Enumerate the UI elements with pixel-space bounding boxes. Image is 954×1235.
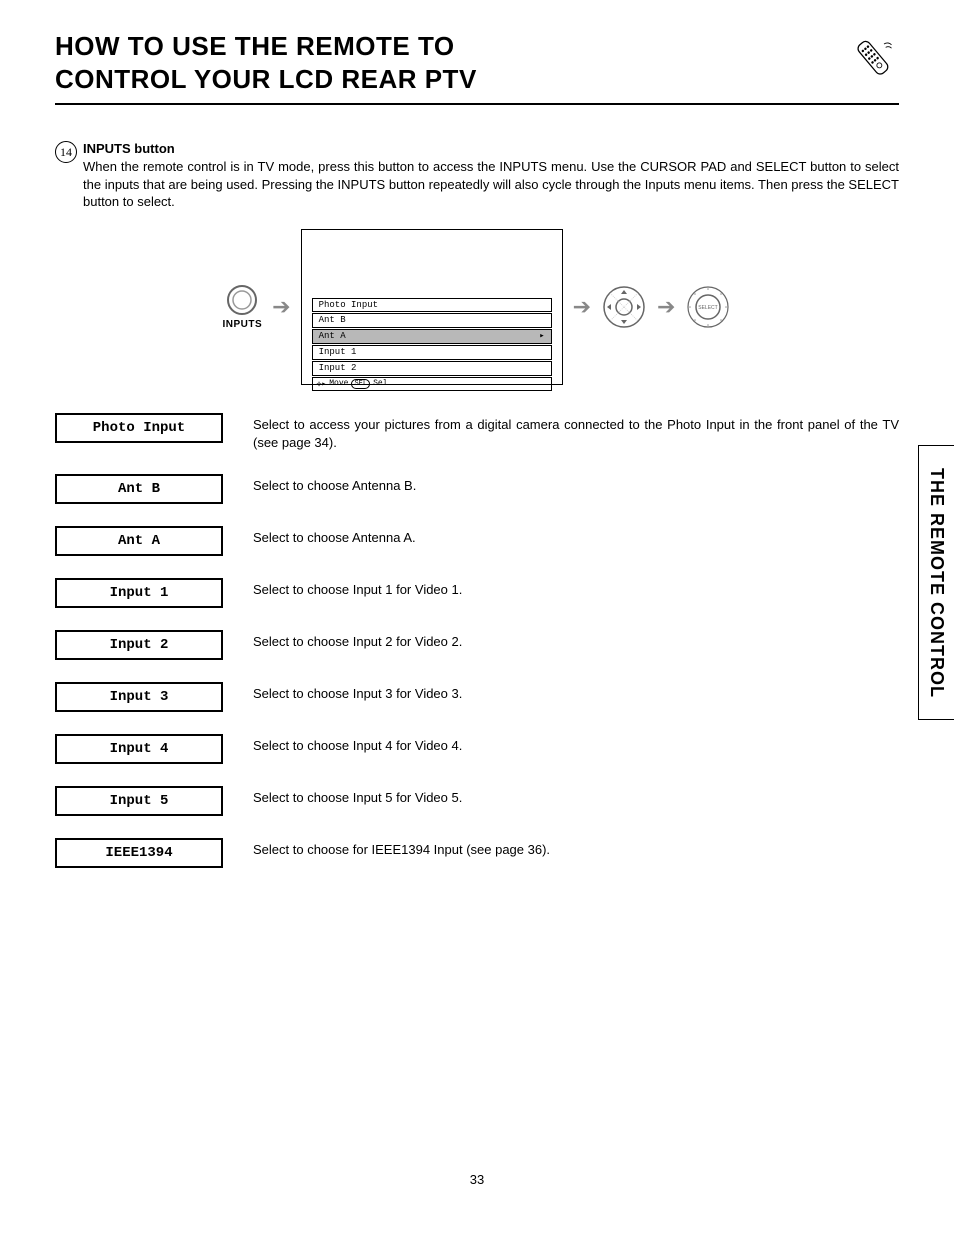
arrows-icon: ✢▸ — [317, 379, 327, 389]
menu-item-caret: ▸ — [539, 331, 544, 342]
input-option-desc: Select to access your pictures from a di… — [253, 413, 899, 452]
inputs-button-graphic: INPUTS — [223, 283, 263, 330]
arrow-icon: ➔ — [657, 294, 675, 320]
input-option-desc: Select to choose Input 4 for Video 4. — [253, 734, 899, 755]
page-number: 33 — [0, 1172, 954, 1187]
input-option-label: IEEE1394 — [55, 838, 223, 868]
input-option-label: Photo Input — [55, 413, 223, 443]
inputs-menu: Photo Input Ant B Ant A ▸ Input 1 Input … — [301, 229, 563, 385]
section-tab: THE REMOTE CONTROL — [918, 445, 954, 720]
menu-item: Ant B — [312, 313, 552, 328]
remote-icon — [849, 34, 899, 84]
list-item: Input 5 Select to choose Input 5 for Vid… — [55, 786, 899, 816]
item-number: 14 — [60, 145, 72, 160]
input-option-label: Input 4 — [55, 734, 223, 764]
input-option-desc: Select to choose Input 5 for Video 5. — [253, 786, 899, 807]
menu-item: Photo Input — [312, 298, 552, 313]
list-item: Input 2 Select to choose Input 2 for Vid… — [55, 630, 899, 660]
title-line-1: HOW TO USE THE REMOTE TO — [55, 31, 455, 61]
item-name: INPUTS button — [83, 141, 899, 156]
cursor-pad-icon — [601, 284, 647, 330]
list-item: Photo Input Select to access your pictur… — [55, 413, 899, 452]
input-option-label: Ant A — [55, 526, 223, 556]
input-option-label: Input 3 — [55, 682, 223, 712]
title-line-2: CONTROL YOUR LCD REAR PTV — [55, 64, 477, 94]
menu-item: Input 2 — [312, 361, 552, 376]
input-option-label: Input 2 — [55, 630, 223, 660]
page-title: HOW TO USE THE REMOTE TO CONTROL YOUR LC… — [55, 30, 849, 95]
menu-item: Input 1 — [312, 345, 552, 360]
menu-footer: ✢▸ Move SEL Sel — [312, 377, 552, 391]
select-label: SELECT — [699, 305, 718, 311]
menu-item-selected: Ant A ▸ — [312, 329, 552, 344]
inputs-button-icon — [225, 283, 259, 317]
arrow-icon: ➔ — [573, 294, 591, 320]
item-desc: When the remote control is in TV mode, p… — [83, 158, 899, 211]
list-item: Ant B Select to choose Antenna B. — [55, 474, 899, 504]
input-list: Photo Input Select to access your pictur… — [55, 413, 899, 868]
input-option-label: Input 1 — [55, 578, 223, 608]
sel-badge: SEL — [351, 379, 370, 389]
input-option-label: Input 5 — [55, 786, 223, 816]
input-option-desc: Select to choose Antenna B. — [253, 474, 899, 495]
input-option-desc: Select to choose Input 1 for Video 1. — [253, 578, 899, 599]
input-option-label: Ant B — [55, 474, 223, 504]
list-item: IEEE1394 Select to choose for IEEE1394 I… — [55, 838, 899, 868]
inputs-button-label: INPUTS — [223, 319, 263, 330]
list-item: Input 3 Select to choose Input 3 for Vid… — [55, 682, 899, 712]
menu-foot-move: Move — [329, 379, 348, 388]
list-item: Ant A Select to choose Antenna A. — [55, 526, 899, 556]
list-item: Input 4 Select to choose Input 4 for Vid… — [55, 734, 899, 764]
input-option-desc: Select to choose Input 2 for Video 2. — [253, 630, 899, 651]
menu-item-label: Ant A — [319, 331, 346, 342]
item-number-badge: 14 — [55, 141, 77, 163]
input-option-desc: Select to choose Antenna A. — [253, 526, 899, 547]
title-rule — [55, 103, 899, 105]
input-option-desc: Select to choose Input 3 for Video 3. — [253, 682, 899, 703]
diagram-row: INPUTS ➔ Photo Input Ant B Ant A ▸ Input… — [55, 229, 899, 385]
list-item: Input 1 Select to choose Input 1 for Vid… — [55, 578, 899, 608]
select-button-icon: SELECT — [685, 284, 731, 330]
section-tab-label: THE REMOTE CONTROL — [926, 468, 947, 698]
menu-foot-sel: Sel — [373, 379, 387, 388]
input-option-desc: Select to choose for IEEE1394 Input (see… — [253, 838, 899, 859]
arrow-icon: ➔ — [272, 294, 290, 320]
